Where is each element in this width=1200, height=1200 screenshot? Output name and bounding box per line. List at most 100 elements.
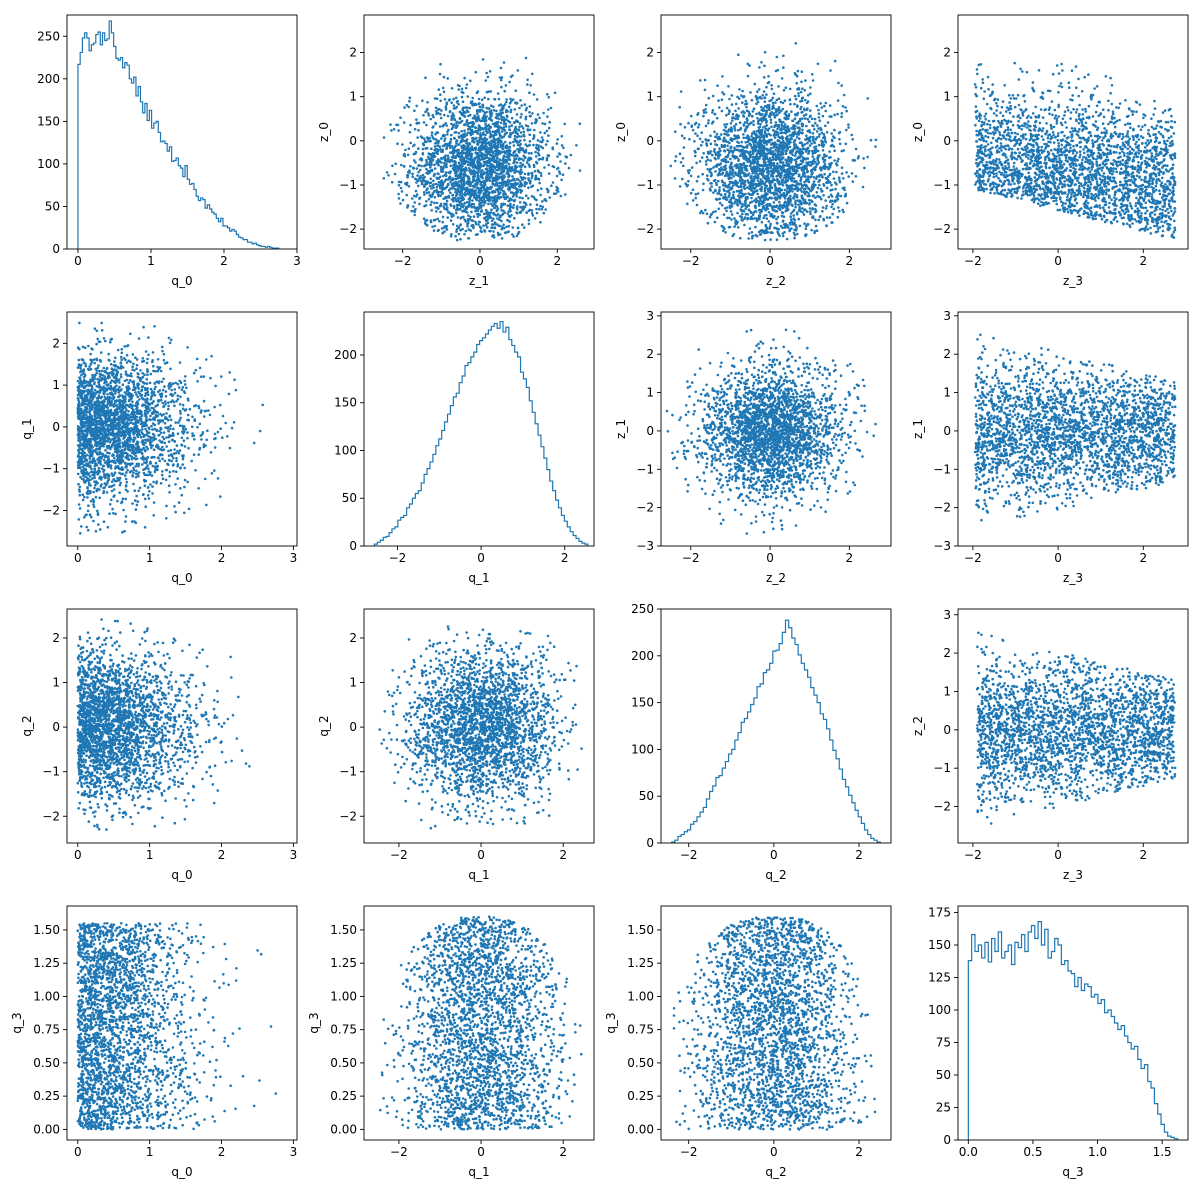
- scatter-point: [432, 186, 435, 189]
- scatter-point: [811, 168, 815, 171]
- scatter-point: [433, 155, 437, 158]
- scatter-point: [768, 115, 772, 119]
- scatter-point: [427, 112, 430, 115]
- scatter-point: [747, 237, 750, 240]
- scatter-point: [490, 147, 494, 150]
- scatter-point: [528, 179, 531, 183]
- scatter-point: [803, 117, 807, 120]
- scatter-point: [538, 181, 541, 185]
- scatter-point: [513, 186, 517, 190]
- scatter-point: [744, 127, 748, 131]
- scatter-point: [506, 204, 510, 207]
- scatter-point: [787, 196, 791, 200]
- scatter-point: [450, 133, 453, 137]
- scatter-point: [741, 101, 744, 104]
- scatter-point: [764, 180, 768, 183]
- scatter-point: [414, 161, 417, 164]
- scatter-point: [406, 174, 409, 177]
- scatter-point: [518, 196, 522, 199]
- scatter-point: [821, 210, 824, 213]
- scatter-point: [513, 129, 516, 133]
- scatter-point: [706, 150, 710, 154]
- scatter-point: [741, 181, 744, 184]
- scatter-point: [720, 179, 724, 183]
- scatter-point: [451, 152, 455, 155]
- scatter-point: [462, 172, 466, 176]
- scatter-point: [841, 105, 845, 108]
- scatter-point: [438, 72, 442, 76]
- scatter-point: [788, 167, 791, 170]
- scatter-point: [816, 62, 820, 66]
- scatter-point: [480, 164, 484, 168]
- scatter-point: [455, 238, 459, 242]
- scatter-point: [761, 182, 765, 185]
- scatter-point: [494, 133, 498, 136]
- scatter-point: [399, 186, 403, 190]
- scatter-point: [445, 226, 448, 229]
- scatter-point: [847, 175, 850, 178]
- scatter-point: [449, 180, 452, 184]
- scatter-point: [455, 139, 459, 142]
- scatter-point: [406, 206, 409, 209]
- scatter-point: [695, 179, 699, 183]
- scatter-point: [731, 193, 735, 197]
- scatter-point: [519, 161, 522, 165]
- scatter-point: [516, 188, 519, 191]
- scatter-point: [775, 193, 779, 196]
- scatter-point: [777, 106, 781, 109]
- scatter-point: [699, 79, 702, 82]
- scatter-point: [466, 219, 470, 222]
- scatter-point: [803, 222, 806, 225]
- scatter-point: [762, 126, 765, 129]
- scatter-point: [522, 201, 526, 204]
- scatter-point: [509, 110, 512, 114]
- scatter-point: [509, 202, 512, 206]
- scatter-point: [479, 226, 483, 230]
- scatter-point: [476, 177, 479, 180]
- x-tick-label: −2: [394, 254, 412, 268]
- scatter-point: [525, 106, 528, 110]
- scatter-point: [481, 185, 484, 189]
- scatter-point: [497, 197, 501, 200]
- scatter-point: [479, 197, 483, 201]
- scatter-point: [424, 181, 428, 184]
- scatter-point: [533, 197, 537, 201]
- scatter-point: [813, 168, 817, 172]
- scatter-point: [439, 183, 443, 186]
- scatter-point: [713, 113, 717, 116]
- scatter-point: [738, 149, 742, 153]
- x-tick-label: 2: [553, 254, 561, 268]
- scatter-point: [485, 167, 489, 170]
- scatter-point: [493, 166, 497, 170]
- scatter-point: [506, 171, 509, 174]
- scatter-point: [450, 101, 454, 104]
- scatter-point: [433, 145, 437, 148]
- scatter-point: [433, 172, 436, 176]
- scatter-point: [554, 192, 558, 195]
- scatter-point: [548, 120, 551, 124]
- scatter-point: [772, 145, 776, 148]
- scatter-point: [803, 183, 807, 187]
- scatter-point: [814, 177, 818, 181]
- scatter-point: [745, 121, 749, 124]
- scatter-point: [756, 158, 759, 161]
- scatter-point: [683, 126, 687, 129]
- scatter-point: [412, 166, 415, 170]
- scatter-point: [754, 166, 758, 170]
- scatter-point: [434, 122, 438, 126]
- scatter-point: [512, 206, 515, 209]
- scatter-point: [485, 187, 488, 191]
- scatter-point: [830, 115, 833, 118]
- scatter-point: [776, 127, 779, 131]
- scatter-point: [445, 146, 449, 149]
- scatter-point: [492, 143, 496, 147]
- scatter-point: [424, 223, 428, 226]
- scatter-point: [795, 74, 799, 78]
- scatter-point: [800, 99, 804, 103]
- scatter-point: [749, 150, 752, 153]
- scatter-point: [515, 139, 518, 143]
- scatter-point: [818, 133, 821, 136]
- scatter-point: [790, 177, 794, 180]
- scatter-point: [523, 172, 527, 176]
- scatter-point: [814, 121, 817, 125]
